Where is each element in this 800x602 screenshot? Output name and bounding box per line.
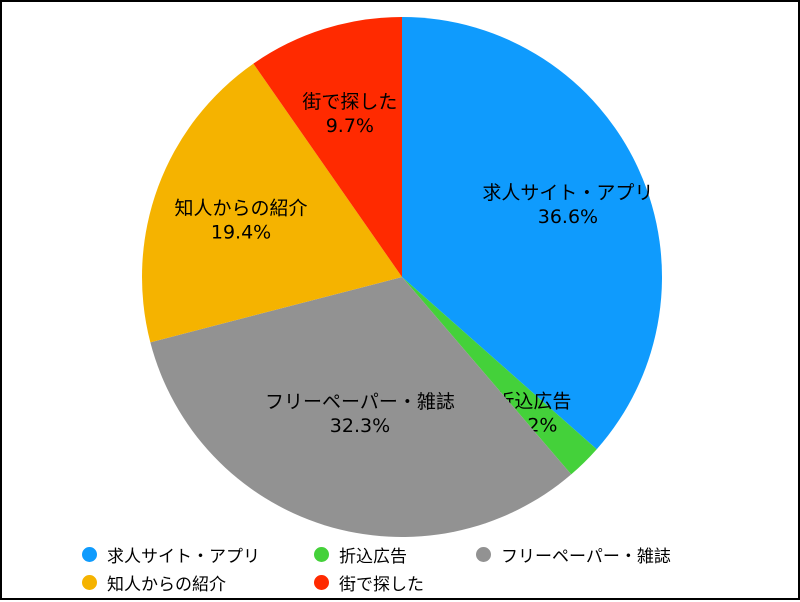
legend-label-referral: 知人からの紹介 (107, 575, 226, 595)
slice-value-street: 9.7% (326, 115, 374, 137)
legend-item-flyer[interactable]: 折込広告 (314, 542, 476, 567)
legend-label-free-paper: フリーペーパー・雑誌 (501, 547, 671, 567)
slice-label-free-paper: フリーペーパー・雑誌 (265, 391, 455, 413)
legend-swatch-job-site (82, 547, 97, 562)
slice-label-flyer: 折込広告 (495, 390, 571, 412)
legend: 求人サイト・アプリ 折込広告 フリーペーパー・雑誌 知人からの紹介 街で探した (82, 542, 762, 595)
slice-value-free-paper: 32.3% (330, 415, 390, 437)
legend-label-street: 街で探した (339, 575, 424, 595)
slice-label-job-site: 求人サイト・アプリ (482, 182, 653, 204)
pie-slice-street[interactable] (253, 17, 402, 277)
legend-label-job-site: 求人サイト・アプリ (107, 547, 260, 567)
legend-swatch-street (314, 575, 329, 590)
pie-slice-job-site[interactable] (402, 17, 662, 450)
legend-swatch-free-paper (476, 547, 491, 562)
legend-item-referral[interactable]: 知人からの紹介 (82, 570, 314, 595)
slice-label-street: 街で探した (302, 91, 397, 113)
legend-item-free-paper[interactable]: フリーペーパー・雑誌 (476, 542, 736, 567)
legend-item-job-site[interactable]: 求人サイト・アプリ (82, 542, 314, 567)
slice-value-job-site: 36.6% (538, 206, 598, 228)
slice-value-referral: 19.4% (211, 221, 271, 243)
legend-swatch-flyer (314, 547, 329, 562)
pie-slice-referral[interactable] (141, 63, 402, 343)
pie-slice-flyer[interactable] (402, 277, 597, 475)
slice-label-referral: 知人からの紹介 (175, 197, 308, 219)
legend-label-flyer: 折込広告 (339, 547, 407, 567)
legend-swatch-referral (82, 575, 97, 590)
legend-item-street[interactable]: 街で探した (314, 570, 476, 595)
pie-slice-free-paper[interactable] (150, 277, 572, 537)
